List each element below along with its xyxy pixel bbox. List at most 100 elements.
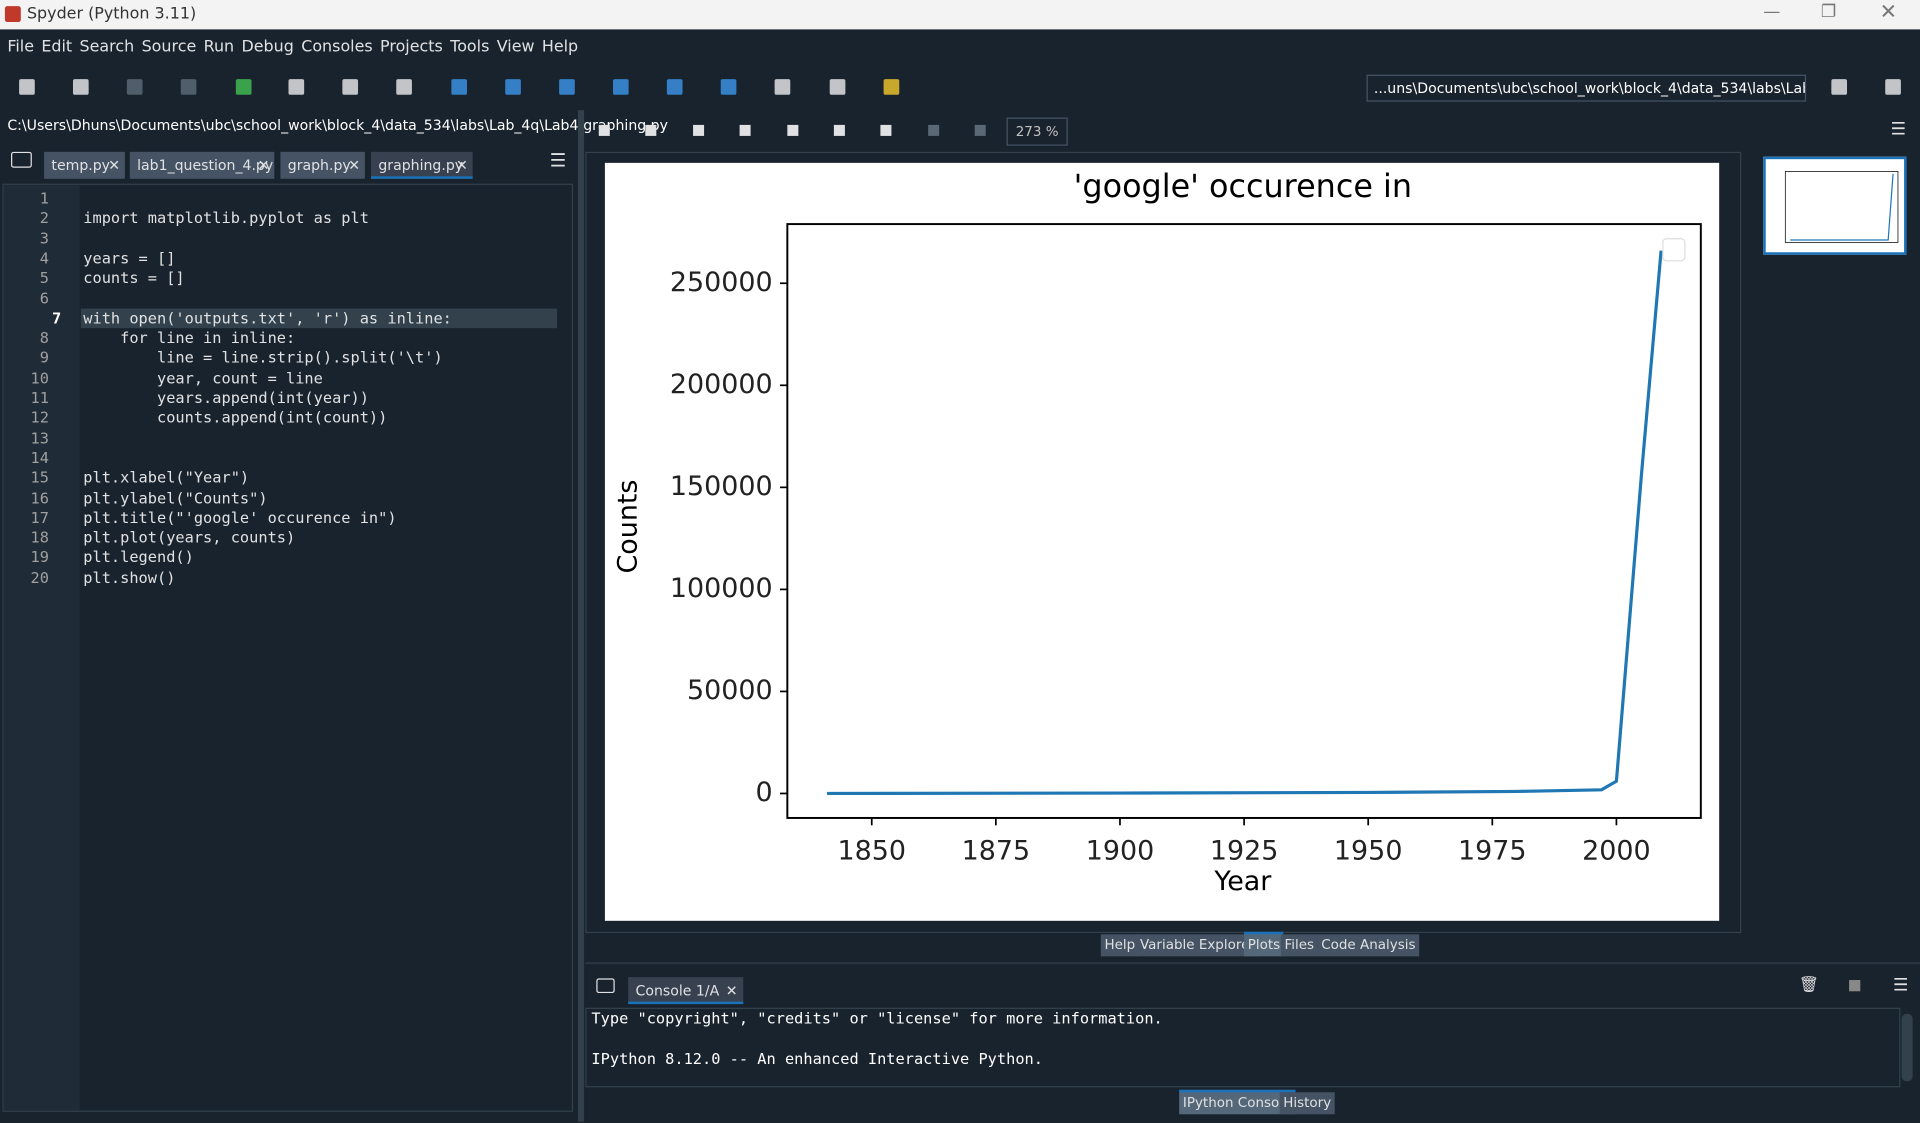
toolbar-button[interactable] (1831, 79, 1848, 95)
toolbar-button[interactable] (559, 79, 575, 95)
pane-tab[interactable]: Files (1280, 934, 1318, 957)
editor-tab-label: graphing.py (378, 156, 464, 174)
data-line (827, 250, 1663, 796)
interrupt[interactable]: ■ (1847, 975, 1862, 994)
console-options[interactable]: ☰ (1893, 975, 1909, 996)
toolbar-button[interactable] (505, 79, 521, 95)
browse-tabs[interactable] (11, 151, 32, 168)
code-line: plt.show() (83, 567, 176, 587)
editor-options[interactable]: ☰ (549, 149, 567, 172)
code-line: plt.xlabel("Year") (83, 467, 250, 487)
code-line: years = [] (83, 248, 176, 267)
y-tick-label: 150000 (670, 471, 773, 502)
pane-tab[interactable]: Help (1100, 934, 1139, 957)
app-icon (4, 6, 21, 23)
menu-item[interactable]: File (7, 37, 34, 56)
editor-tab[interactable]: graph.py ✕ (280, 151, 365, 179)
remove-variables[interactable]: 🗑 (1798, 975, 1819, 995)
toolbar-button[interactable] (126, 79, 143, 95)
plots-options[interactable]: ☰ (1890, 120, 1906, 140)
pane-tab[interactable]: Variable Explorer (1136, 934, 1259, 957)
editor-tab[interactable]: lab1_question_4.py ✕ (129, 151, 275, 179)
line-number: 2 (39, 208, 49, 227)
legend (1662, 238, 1686, 262)
console-line: IPython 8.12.0 -- An enhanced Interactiv… (591, 1049, 1043, 1068)
plot-tool[interactable] (787, 124, 799, 136)
plot-tool[interactable] (880, 124, 892, 136)
menu-item[interactable]: Run (203, 37, 235, 56)
minimize[interactable]: — (1763, 2, 1781, 23)
close-tab[interactable]: ✕ (257, 156, 270, 174)
line-number: 9 (39, 348, 49, 367)
pane-tab[interactable]: Plots (1244, 931, 1284, 957)
plot-tool[interactable] (974, 124, 986, 136)
file-path: C:\Users\Dhuns\Documents\ubc\school_work… (7, 116, 668, 134)
line-number: 8 (39, 328, 49, 347)
x-tick-label: 1875 (962, 836, 1031, 867)
code-line: plt.plot(years, counts) (83, 527, 296, 547)
toolbar-button[interactable] (883, 79, 900, 95)
code-line: plt.ylabel("Counts") (83, 487, 268, 507)
console-pane-tab[interactable]: IPython Console (1179, 1089, 1295, 1115)
zoom-level[interactable]: 273 % (1006, 117, 1068, 146)
plot-tool[interactable] (739, 124, 751, 136)
x-tick-label: 1975 (1458, 836, 1527, 867)
console-tab[interactable]: Console 1/A ✕ (628, 977, 744, 1005)
toolbar-button[interactable] (666, 79, 683, 95)
toolbar-button[interactable] (396, 79, 412, 95)
toolbar-button[interactable] (612, 79, 629, 95)
menu-item[interactable]: Edit (41, 37, 73, 56)
close[interactable]: ✕ (1879, 0, 1898, 25)
menu-item[interactable]: Search (79, 37, 135, 56)
editor-tab[interactable]: temp.py ✕ (44, 151, 125, 179)
toolbar-button[interactable] (451, 79, 468, 95)
x-tick-label: 1900 (1086, 836, 1155, 867)
code-line: counts = [] (83, 268, 185, 287)
toolbar-button[interactable] (72, 79, 89, 95)
toolbar-button[interactable] (19, 79, 35, 95)
menu-item[interactable]: Source (141, 37, 197, 56)
line-number: 6 (39, 288, 49, 307)
x-tick-label: 1925 (1210, 836, 1279, 867)
plot-tool[interactable] (693, 124, 705, 136)
toolbar-button[interactable] (288, 79, 305, 95)
restore[interactable]: ❐ (1820, 2, 1837, 23)
menu-item[interactable]: Consoles (301, 37, 373, 56)
x-tick-label: 2000 (1582, 836, 1651, 867)
plot-tool[interactable] (928, 124, 940, 136)
working-directory[interactable]: ...uns\Documents\ubc\school_work\block_4… (1366, 74, 1807, 102)
chart-title: 'google' occurence in (1074, 167, 1412, 205)
console-output[interactable] (585, 1007, 1901, 1088)
editor-tab-label: lab1_question_4.py (137, 156, 274, 174)
plot-thumbnail[interactable] (1763, 156, 1907, 255)
toolbar-button[interactable] (720, 79, 737, 95)
toolbar-button[interactable] (1885, 79, 1901, 95)
scrollbar[interactable] (1901, 1013, 1913, 1082)
toolbar-button[interactable] (235, 79, 252, 95)
menu-item[interactable]: View (496, 37, 535, 56)
close-tab[interactable]: ✕ (455, 156, 468, 174)
window-title: Spyder (Python 3.11) (26, 4, 197, 24)
menu-item[interactable]: Help (541, 37, 579, 56)
menu-item[interactable]: Debug (241, 37, 294, 56)
y-tick-label: 0 (756, 777, 773, 808)
line-number: 7 (52, 308, 62, 327)
toolbar-button[interactable] (342, 79, 359, 95)
toolbar-button[interactable] (774, 79, 791, 95)
console-pane-tab[interactable]: History (1279, 1092, 1335, 1115)
plot-tool[interactable] (833, 124, 845, 136)
pane-tab[interactable]: Code Analysis (1317, 934, 1420, 957)
toolbar-button[interactable] (829, 79, 846, 95)
toolbar-button[interactable] (180, 79, 197, 95)
close-tab[interactable]: ✕ (108, 156, 120, 174)
menu-item[interactable]: Projects (380, 37, 443, 56)
plot-tool[interactable] (645, 124, 657, 136)
menu-item[interactable]: Tools (450, 37, 490, 56)
plot-tool[interactable] (598, 124, 610, 136)
editor[interactable] (2, 183, 574, 1112)
editor-tab[interactable]: graphing.py ✕ (371, 151, 473, 179)
close-tab[interactable]: ✕ (348, 156, 360, 174)
chart: 'google' occurence in Year Counts 0 50000… (604, 162, 1720, 921)
browse-consoles[interactable] (596, 978, 615, 994)
